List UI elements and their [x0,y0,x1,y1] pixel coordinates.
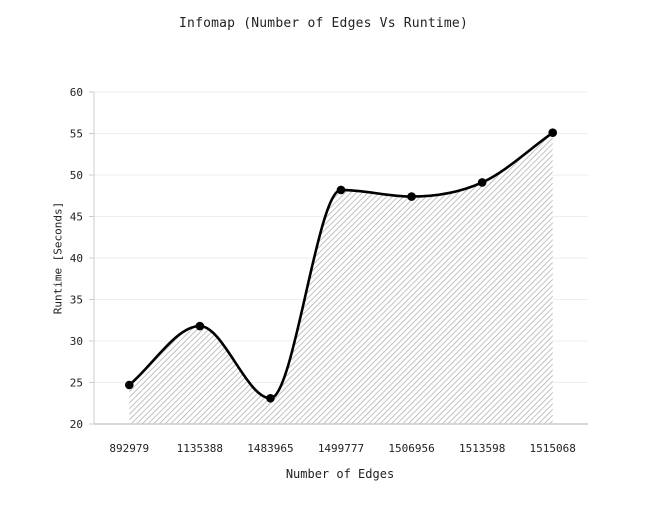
x-tick-label: 1513598 [459,442,505,455]
y-tick-label: 50 [70,169,83,182]
y-axis-label: Runtime [Seconds] [51,201,65,315]
x-tick-label: 1499777 [318,442,364,455]
y-tick-label: 25 [70,377,83,390]
y-tick-label: 35 [70,294,83,307]
data-point [195,321,205,331]
x-tick-label: 1483965 [247,442,293,455]
x-axis-label: Number of Edges [285,467,395,481]
data-point [407,192,416,201]
series-area [129,132,553,425]
data-point [477,178,487,187]
x-tick-label: 1506956 [388,442,434,455]
y-tick-label: 45 [70,211,83,224]
y-tick-label: 60 [70,86,83,99]
y-tick-label: 40 [70,252,83,265]
data-point [266,393,275,403]
x-tick-label: 892979 [109,442,149,455]
y-tick-label: 20 [70,418,83,431]
y-tick-label: 55 [70,128,83,141]
data-point [548,128,558,137]
data-point [124,380,134,390]
x-tick-label: 1515068 [530,442,576,455]
x-tick-label: 1135388 [177,442,223,455]
chart-title: Infomap (Number of Edges Vs Runtime) [179,16,468,31]
y-tick-label: 30 [70,335,83,348]
data-point [336,185,346,195]
